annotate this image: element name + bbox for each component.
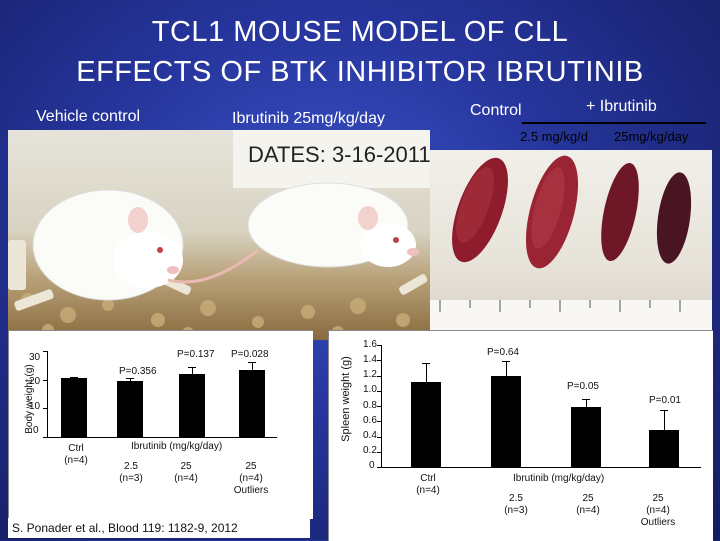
spleens-illustration (430, 155, 712, 340)
spleen-y-tick (377, 345, 381, 346)
spleen-weight-chart: Spleen weight (g) 1.6 1.4 1.2 1.0 0.8 0.… (328, 330, 713, 541)
spleen-ytick-0-6: 0.6 (363, 415, 377, 426)
body-ytick-20: 20 (29, 376, 41, 387)
spleen-ytick-1-0: 1.0 (363, 384, 377, 395)
mice-photo: DATES: 3-16-2011 (8, 130, 430, 340)
spleen-y-tick (377, 360, 381, 362)
dose-low-label: 2.5 mg/kg/d (520, 129, 588, 144)
body-y-tick (43, 437, 47, 438)
spleen-pvalue-4: P=0.01 (649, 395, 681, 406)
spleen-ytick-0: 0 (369, 460, 375, 471)
spleen-y-tick (377, 467, 381, 468)
body-error-cap-1 (70, 376, 78, 378)
spleen-pvalue-2: P=0.64 (487, 347, 519, 358)
spleen-weight-plot-area (377, 345, 701, 468)
spleen-pvalue-3: P=0.05 (567, 381, 599, 392)
spleen-error-cap-4 (660, 409, 668, 411)
spleen-cat-1: Ctrl (n=4) (416, 473, 440, 496)
cage-card-text: DATES: 3-16-2011 (248, 142, 430, 167)
vehicle-control-label: Vehicle control (36, 108, 141, 125)
body-group-label: Ibrutinib (mg/kg/day) (131, 441, 223, 452)
spleen-y-tick (377, 390, 381, 392)
body-error-cap-4 (248, 362, 256, 364)
ibrutinib-dose-label: Ibrutinib 25mg/kg/day (232, 110, 385, 127)
spleen-error-bar-1 (426, 362, 427, 382)
spleen-ytick-1-6: 1.6 (363, 339, 377, 350)
body-pvalue-2: P=0.356 (119, 366, 157, 377)
body-error-cap-3 (188, 366, 196, 368)
body-cat-4: 25 (n=4) Outliers (233, 461, 269, 496)
body-error-cap-2 (126, 378, 134, 380)
spleen-y-tick (377, 375, 381, 377)
spleen-y-tick (377, 421, 381, 423)
spleen-error-bar-4 (664, 409, 665, 431)
spleen-ytick-1-2: 1.2 (363, 369, 377, 380)
body-error-bar-4 (252, 362, 253, 370)
spleen-error-cap-2 (502, 361, 510, 362)
body-cat-1: Ctrl (n=4) (64, 443, 88, 466)
body-bar-4 (239, 369, 265, 437)
spleen-y-tick (377, 451, 381, 453)
spleen-x-axis (381, 467, 701, 468)
control-label: Control (470, 102, 522, 119)
spleen-y-tick (377, 406, 381, 407)
body-error-bar-2 (130, 378, 131, 382)
body-bar-3 (179, 373, 205, 437)
body-pvalue-4: P=0.028 (231, 349, 269, 360)
body-y-tick (43, 351, 47, 352)
spleen-error-bar-2 (506, 361, 507, 377)
spleen-ytick-0-8: 0.8 (363, 400, 377, 411)
spleen-group-label: Ibrutinib (mg/kg/day) (513, 473, 605, 484)
body-bar-1 (61, 378, 87, 437)
spleen-cat-3: 25 (n=4) (576, 493, 600, 516)
body-ytick-30: 30 (29, 352, 41, 363)
spleen-bar-1 (411, 381, 441, 467)
title-line-1: TCL1 MOUSE MODEL OF CLL (151, 16, 569, 48)
spleen-error-cap-3 (582, 399, 590, 401)
body-bar-2 (117, 381, 143, 437)
spleen-weight-ylabel: Spleen weight (g) (340, 356, 352, 442)
spleen-y-tick (377, 436, 381, 438)
spleen-bar-3 (571, 406, 601, 467)
body-y-tick (43, 408, 47, 410)
body-y-axis (47, 351, 48, 437)
body-y-tick (43, 379, 47, 381)
spleens-photo (430, 150, 712, 340)
spleen-error-cap-1 (422, 362, 430, 364)
mice-illustration: DATES: 3-16-2011 (8, 130, 430, 339)
body-pvalue-3: P=0.137 (177, 349, 215, 360)
spleen-bar-4 (649, 430, 679, 467)
spleen-y-axis (381, 345, 382, 467)
body-error-bar-3 (192, 366, 193, 374)
spleen-ytick-0-4: 0.4 (363, 430, 377, 441)
title-line-2: EFFECTS OF BTK INHIBITOR IBRUTINIB (76, 56, 644, 88)
body-ytick-10: 10 (29, 401, 41, 412)
spleen-ytick-1-4: 1.4 (363, 354, 377, 365)
plus-ibrutinib-label: + Ibrutinib (586, 98, 657, 115)
body-ytick-0: 0 (33, 425, 39, 436)
body-cat-3: 25 (n=4) (174, 461, 198, 484)
dose-high-label: 25mg/kg/day (614, 129, 689, 144)
body-weight-plot-area (43, 351, 277, 438)
body-x-axis (47, 437, 277, 438)
spleen-bar-2 (491, 376, 521, 467)
body-weight-chart: Body weight (g) 30 20 10 0 P=0.356 P=0.1… (8, 330, 313, 519)
ibrutinib-bracket-line (522, 122, 706, 124)
spleen-ytick-0-2: 0.2 (363, 445, 377, 456)
spleen-cat-4: 25 (n=4) Outliers (640, 493, 676, 528)
citation: S. Ponader et al., Blood 119: 1182-9, 20… (8, 518, 310, 538)
body-cat-2: 2.5 (n=3) (119, 461, 143, 484)
spleen-error-bar-3 (586, 399, 587, 407)
spleen-cat-2: 2.5 (n=3) (504, 493, 528, 516)
